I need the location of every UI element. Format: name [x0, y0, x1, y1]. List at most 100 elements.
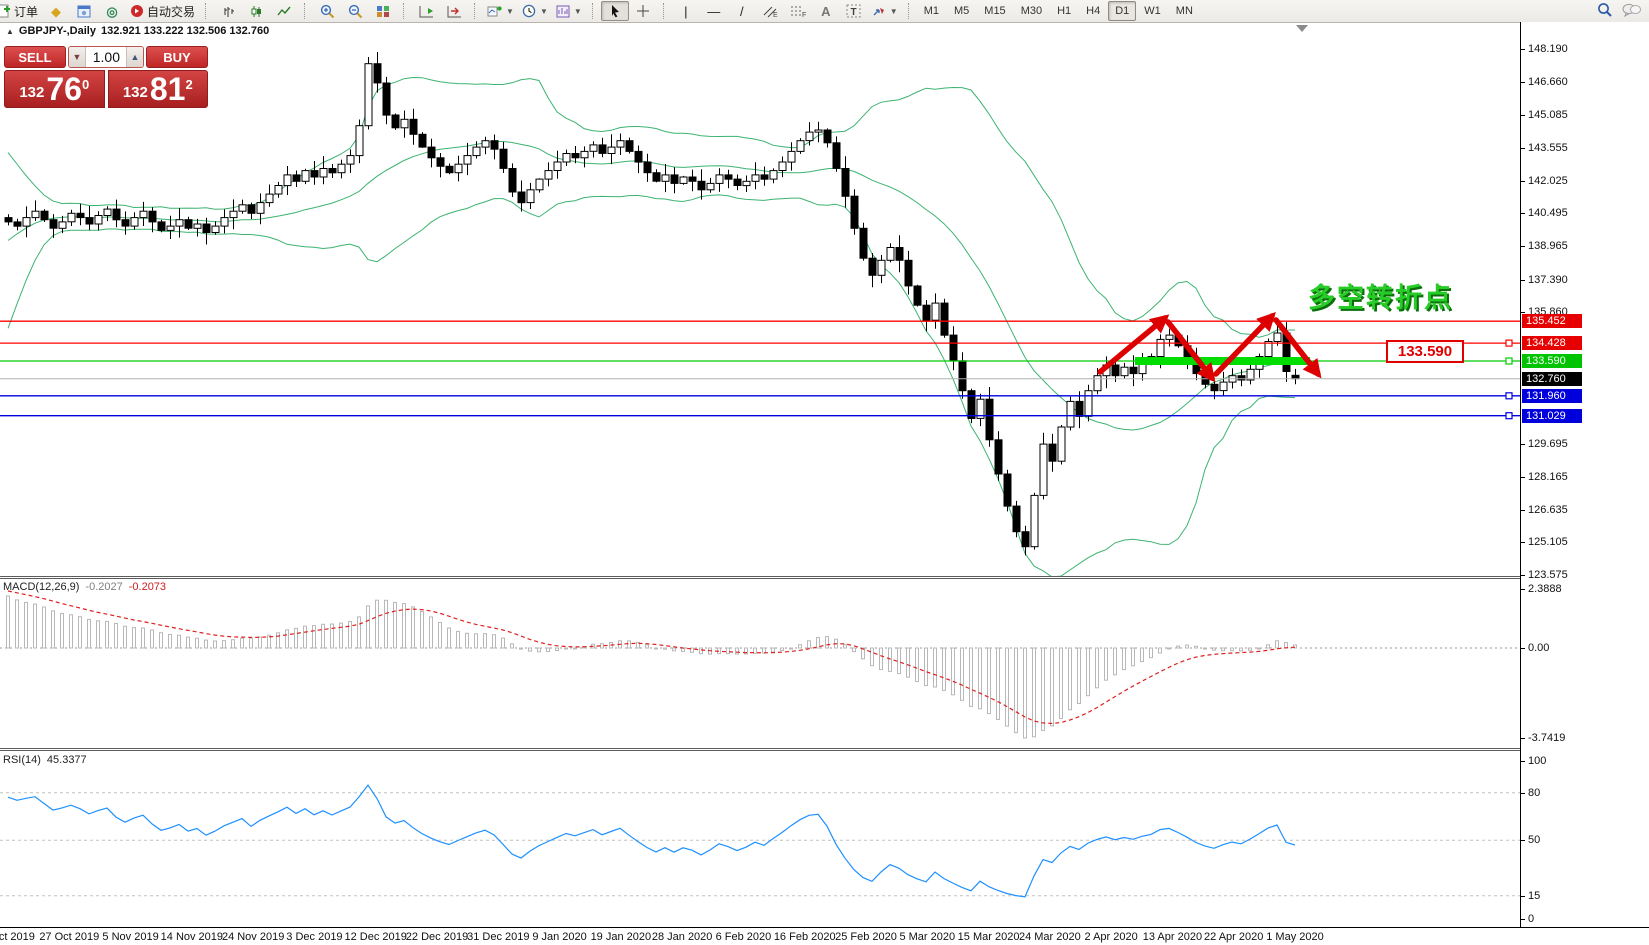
vertical-line-icon: |	[684, 3, 688, 19]
axis-tick	[1521, 476, 1525, 478]
autotrading-button[interactable]: 自动交易	[126, 1, 199, 21]
autotrading-label: 自动交易	[147, 4, 196, 19]
trend-arrows-annotation[interactable]	[1097, 311, 1322, 383]
bollinger-middle-band	[7, 141, 1296, 431]
fibonacci-tool[interactable]: F	[784, 1, 812, 21]
channel-tool[interactable]: E	[756, 1, 784, 21]
horizontal-line-tool[interactable]: —	[700, 1, 728, 21]
chart-shift-marker[interactable]	[1296, 25, 1308, 32]
sell-price[interactable]: 132 76 0	[4, 70, 105, 108]
toolbar-separator	[591, 3, 596, 19]
date-label: 5 Mar 2020	[899, 931, 956, 943]
zoom-in-button[interactable]	[313, 1, 341, 21]
text-tool[interactable]: A	[812, 1, 840, 21]
turning-point-annotation[interactable]: 多空转折点	[1308, 283, 1453, 313]
axis-tick	[1521, 792, 1525, 794]
price-badge: 135.452	[1522, 314, 1582, 329]
price-axis[interactable]: 148.190 146.660 145.085 143.555 142.025 140.4…	[1520, 22, 1649, 927]
zoom-out-button[interactable]	[341, 1, 369, 21]
trendline-tool[interactable]: /	[728, 1, 756, 21]
crosshair-tool-button[interactable]	[629, 1, 657, 21]
indicators-button[interactable]: ▼	[483, 1, 518, 21]
svg-text:T: T	[851, 7, 857, 18]
date-label: 28 Jan 2020	[651, 931, 713, 943]
panel-separator[interactable]	[0, 576, 1649, 579]
date-label: 19 Jan 2020	[590, 931, 652, 943]
text-label-tool[interactable]: T	[840, 1, 868, 21]
volume-increase-button[interactable]: ▲	[126, 47, 143, 67]
line-selection-handle[interactable]	[1505, 339, 1513, 347]
tile-windows-button[interactable]	[369, 1, 397, 21]
gold-bar-icon-button[interactable]: ◆	[42, 1, 70, 21]
auto-scroll-button[interactable]	[412, 1, 440, 21]
axis-tick	[1521, 81, 1525, 83]
rsi-line	[7, 784, 1296, 898]
price-tick-label: 143.555	[1528, 142, 1568, 155]
date-label: 2 Apr 2020	[1084, 931, 1138, 943]
rsi-tick-label: 50	[1528, 834, 1541, 847]
crosshair-icon	[636, 4, 650, 18]
panel-separator[interactable]	[0, 748, 1649, 751]
date-label: 7 Oct 2019	[0, 931, 35, 943]
arrows-tool[interactable]: ▼	[868, 1, 902, 21]
macd-indicator-panel[interactable]	[0, 579, 1521, 748]
buy-price[interactable]: 132 81 2	[107, 70, 208, 108]
templates-button[interactable]: ▼	[552, 1, 586, 21]
timeframe-button-M5[interactable]: M5	[954, 5, 970, 17]
chat-icon[interactable]	[1622, 3, 1641, 20]
date-label: 24 Nov 2019	[221, 931, 285, 943]
line-selection-handle[interactable]	[1505, 357, 1513, 365]
chart-shift-button[interactable]	[440, 1, 468, 21]
timeframe-button-M30[interactable]: M30	[1020, 5, 1043, 17]
price-tick-label: 145.085	[1528, 109, 1568, 122]
price-badge: 131.960	[1522, 388, 1582, 403]
timeframe-button-H4[interactable]: H4	[1086, 5, 1101, 17]
price-badge: 131.029	[1522, 408, 1582, 423]
symbol-header: ▲ GBPJPY-,Daily 132.921 133.222 132.506 …	[6, 25, 269, 37]
price-level-label[interactable]: 133.590	[1386, 340, 1464, 363]
date-label: 15 Mar 2020	[957, 931, 1020, 943]
rsi-label: RSI(14) 45.3377	[3, 754, 87, 766]
cursor-icon	[609, 4, 621, 18]
vertical-line-tool[interactable]: |	[672, 1, 700, 21]
thick-level-band[interactable]	[1135, 357, 1310, 365]
macd-tick-label: 0.00	[1528, 642, 1550, 654]
line-selection-handle[interactable]	[1505, 392, 1513, 400]
navigator-button[interactable]: ◎	[98, 1, 126, 21]
rsi-tick-label: 15	[1528, 889, 1541, 902]
axis-tick	[1521, 312, 1525, 314]
main-price-chart[interactable]	[0, 22, 1521, 576]
date-label: 1 May 2020	[1266, 931, 1324, 943]
rsi-indicator-panel[interactable]	[0, 751, 1521, 927]
date-label: 12 Dec 2019	[344, 931, 407, 943]
bar-chart-button[interactable]	[214, 1, 242, 21]
search-icon[interactable]	[1597, 2, 1612, 20]
timeframe-button-M15[interactable]: M15	[984, 5, 1006, 17]
axis-tick	[1521, 589, 1525, 590]
indicators-add-icon	[487, 4, 502, 18]
timeframe-button-W1[interactable]: W1	[1144, 5, 1161, 17]
toolbar: 订单 ◆ ◎ 自动交易	[0, 0, 1649, 23]
sell-button[interactable]: SELL	[4, 46, 66, 68]
timeframe-button-H1[interactable]: H1	[1057, 5, 1072, 17]
cursor-tool-button[interactable]	[600, 1, 629, 21]
periods-button[interactable]: ▼	[518, 1, 552, 21]
price-tick-label: 123.575	[1528, 568, 1568, 581]
line-chart-button[interactable]	[270, 1, 298, 21]
axis-tick	[1521, 509, 1525, 511]
timeframe-button-D1[interactable]: D1	[1108, 1, 1137, 21]
timeframe-button-MN[interactable]: MN	[1175, 5, 1193, 17]
line-selection-handle[interactable]	[1505, 412, 1513, 420]
macd-label: MACD(12,26,9) -0.2027 -0.2073	[3, 581, 167, 593]
macd-tick-label: 2.3888	[1528, 583, 1562, 595]
new-order-button[interactable]: 订单	[0, 1, 42, 21]
autotrading-icon	[130, 4, 144, 18]
timeframe-button-M1[interactable]: M1	[923, 5, 939, 17]
buy-button[interactable]: BUY	[146, 46, 208, 68]
volume-decrease-button[interactable]: ▼	[69, 47, 86, 67]
candlestick-chart-button[interactable]	[242, 1, 270, 21]
one-click-toggle-icon[interactable]: ▲	[6, 26, 14, 36]
profiles-button[interactable]	[70, 1, 98, 21]
volume-input[interactable]: 1.00	[92, 49, 120, 65]
